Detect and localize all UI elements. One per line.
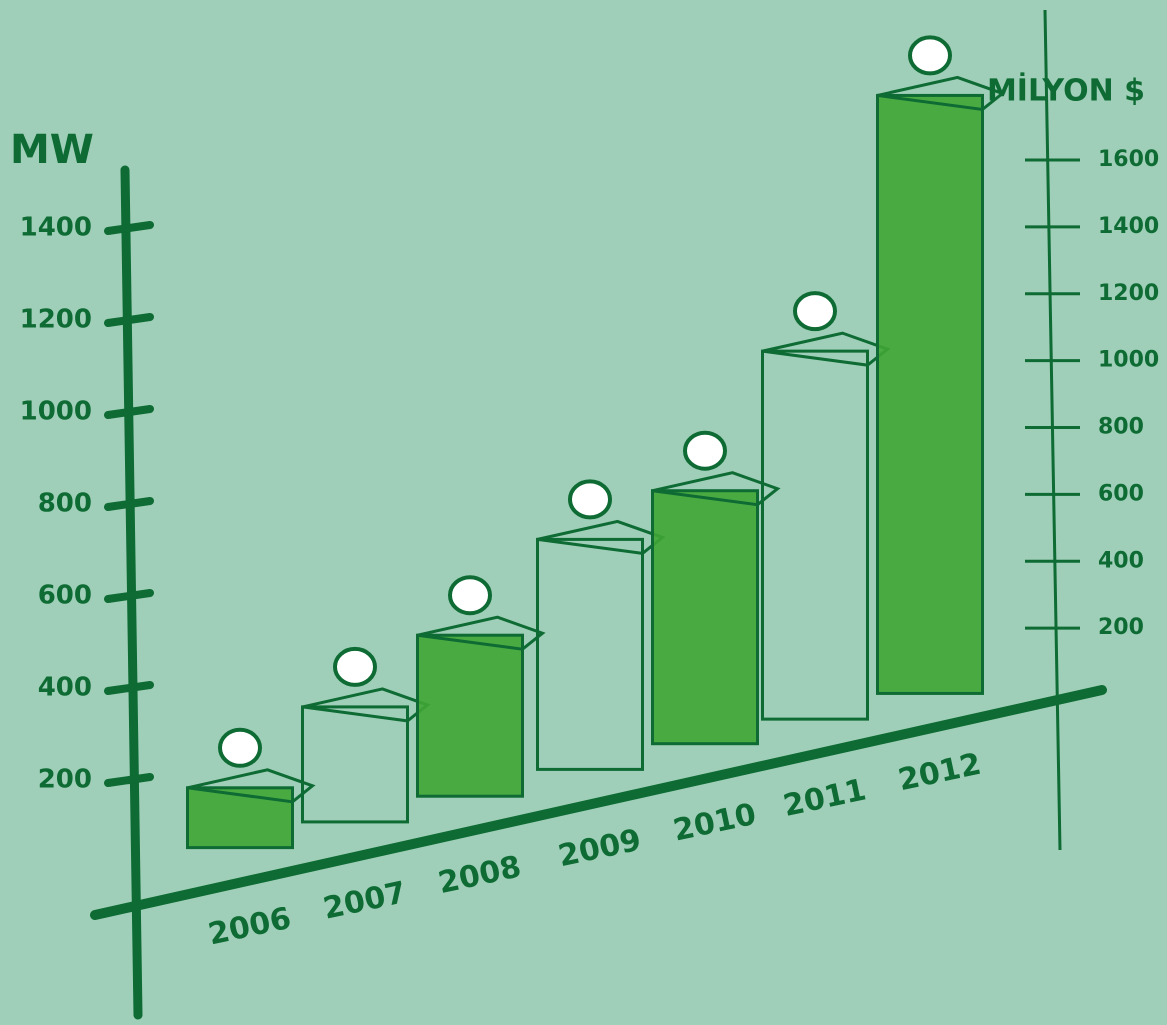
- y2-tick-label: 800: [1098, 415, 1144, 440]
- bar: [876, 93, 984, 695]
- y-tick: [104, 681, 154, 695]
- bar-top: [877, 75, 1006, 112]
- y-tick: [104, 497, 154, 511]
- bar: [186, 786, 294, 850]
- apple: [448, 575, 492, 616]
- bar: [536, 537, 644, 771]
- y-tick-label: 800: [38, 489, 92, 519]
- bar-top: [652, 471, 781, 507]
- y2-tick-label: 1600: [1098, 147, 1159, 172]
- bar: [416, 633, 524, 798]
- bar: [651, 489, 759, 746]
- y2-axis: [1043, 9, 1062, 851]
- y2-tick-label: 1000: [1098, 348, 1159, 373]
- y-tick-label: 1000: [20, 397, 92, 427]
- y-tick-label: 1400: [20, 213, 92, 243]
- apple: [908, 35, 952, 76]
- bar: [761, 349, 869, 721]
- apple: [568, 479, 612, 520]
- y-tick-label: 400: [38, 673, 92, 703]
- y-tick-label: 200: [38, 765, 92, 795]
- y2-tick-label: 1200: [1098, 281, 1159, 306]
- y2-tick-label: 1400: [1098, 214, 1159, 239]
- y2-tick-label: 200: [1098, 615, 1144, 640]
- y2-tick-label: 600: [1098, 481, 1144, 506]
- y2-axis-label: MİLYON $: [987, 73, 1145, 109]
- bar-top: [187, 768, 316, 804]
- y-axis-label: MW: [10, 127, 94, 173]
- bar: [301, 705, 409, 824]
- y2-tick-label: 400: [1098, 548, 1144, 573]
- apple: [793, 291, 837, 332]
- apple: [218, 727, 262, 768]
- y-tick-label: 600: [38, 581, 92, 611]
- apple: [333, 646, 377, 687]
- apple: [683, 430, 727, 471]
- y-tick: [104, 589, 154, 603]
- y-tick: [104, 313, 154, 327]
- x-axis: [90, 685, 1107, 920]
- bar-top: [417, 615, 546, 651]
- y-tick-label: 1200: [20, 305, 92, 335]
- y-tick: [104, 221, 154, 235]
- y-tick: [104, 405, 154, 419]
- y-tick: [104, 773, 154, 787]
